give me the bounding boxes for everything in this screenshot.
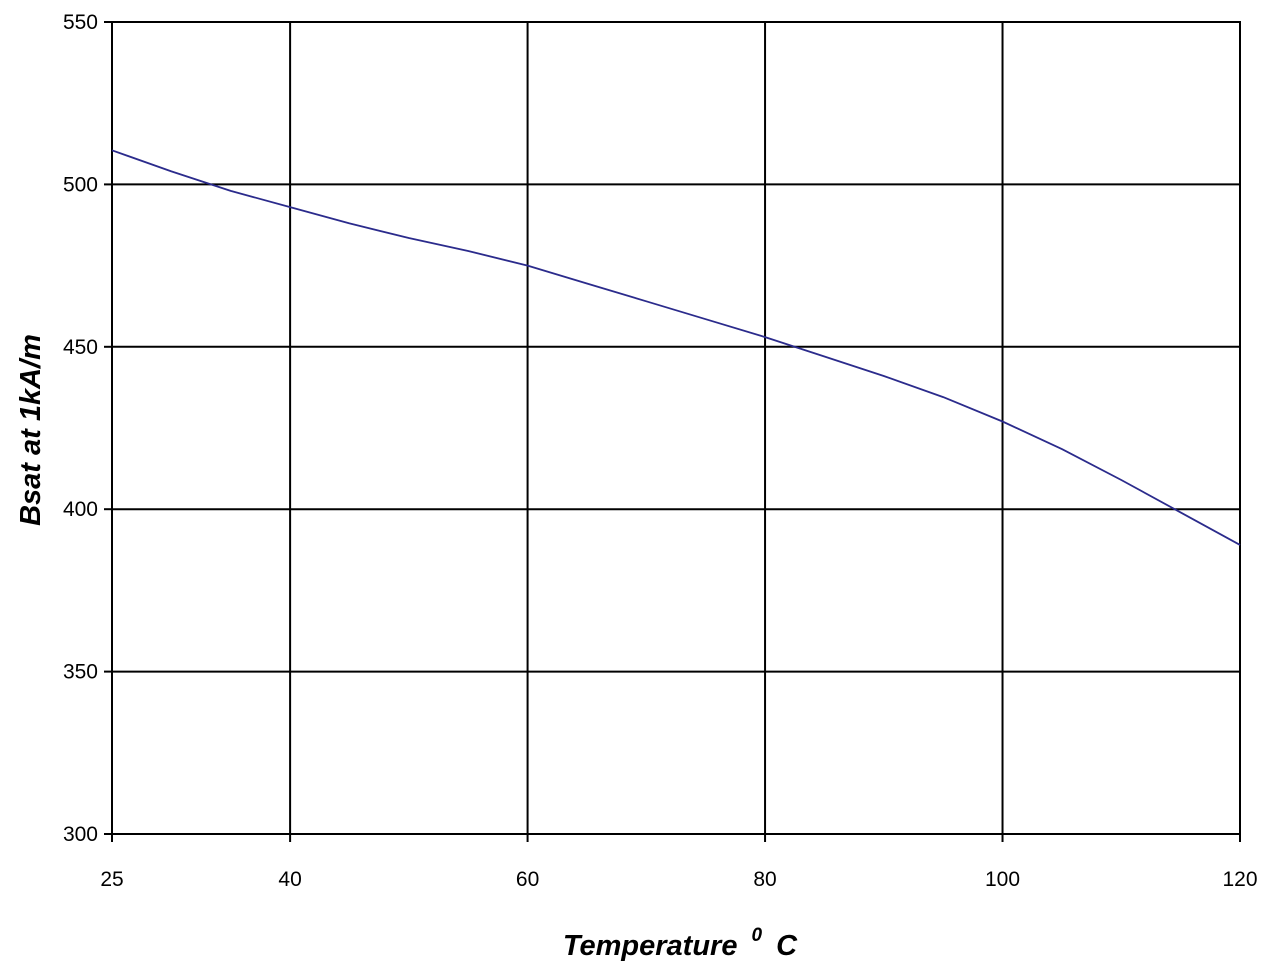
series-layer (111, 149, 1241, 546)
x-tick-label-4: 100 (985, 868, 1020, 891)
y-axis-title: Bsat at 1kA/m (15, 334, 47, 526)
y-tick-label-5: 550 (63, 11, 98, 34)
y-axis-ticks: 300 350 400 450 500 550 (63, 11, 112, 846)
y-tick-label-3: 450 (63, 336, 98, 359)
x-tick-label-3: 80 (753, 868, 776, 891)
x-axis-title: Temperature 0 C (563, 916, 798, 962)
x-axis-title-text: Temperature (563, 930, 738, 962)
x-tick-label-2: 60 (516, 868, 539, 891)
x-axis-title-superscript: 0 (752, 925, 763, 946)
gridlines (112, 22, 1240, 834)
x-tick-label-1: 40 (278, 868, 301, 891)
series-line-0 (111, 149, 1241, 546)
y-tick-label-4: 500 (63, 173, 98, 196)
x-axis-title-unit: C (776, 930, 798, 962)
plot-frame (111, 21, 1241, 835)
y-tick-label-2: 400 (63, 498, 98, 521)
x-tick-label-0: 25 (100, 868, 123, 891)
x-tick-label-5: 120 (1222, 868, 1257, 891)
y-tick-label-1: 350 (63, 661, 98, 684)
y-tick-label-0: 300 (63, 823, 98, 846)
x-axis-ticks: 25 40 60 80 100 120 (100, 834, 1258, 891)
